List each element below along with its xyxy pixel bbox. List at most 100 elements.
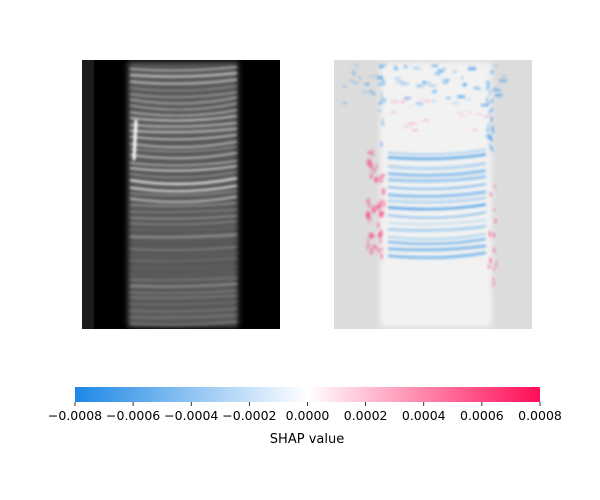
texture-highlight xyxy=(132,119,138,161)
shap-mark-positive xyxy=(466,111,473,114)
shap-mark-positive xyxy=(377,248,381,254)
shap-mark-negative xyxy=(387,211,487,219)
shap-mark-negative xyxy=(404,65,408,68)
shap-mark-positive xyxy=(494,218,497,224)
shap-mark-negative xyxy=(452,102,460,104)
shap-mark-positive xyxy=(493,247,496,253)
texture-band xyxy=(129,195,238,204)
shap-mark-negative xyxy=(413,67,421,70)
shap-mark-negative xyxy=(431,64,439,67)
shap-mark-positive xyxy=(367,244,370,248)
shap-mark-positive xyxy=(373,246,379,251)
shap-mark-negative xyxy=(490,71,493,74)
shap-mark-positive xyxy=(381,188,386,195)
shap-mark-negative xyxy=(491,124,494,130)
shap-mark-negative xyxy=(351,69,355,72)
shap-mark-negative xyxy=(372,93,375,96)
shap-mark-positive xyxy=(418,98,423,101)
shap-mark-negative xyxy=(488,143,491,147)
shap-mark-negative xyxy=(400,82,409,86)
shap-mark-negative xyxy=(394,77,400,80)
shap-mark-negative xyxy=(486,86,488,91)
shap-mark-negative xyxy=(387,251,487,260)
shap-mark-positive xyxy=(369,233,374,239)
shap-mark-positive xyxy=(408,122,417,125)
shap-mark-positive xyxy=(380,199,383,202)
shap-mark-positive xyxy=(380,253,383,259)
shap-mark-positive xyxy=(402,98,408,101)
shap-mark-positive xyxy=(483,115,492,118)
shap-mark-negative xyxy=(494,94,503,97)
shap-mark-positive xyxy=(379,248,384,251)
shap-mark-positive xyxy=(488,264,491,269)
shap-mark-negative xyxy=(387,190,487,199)
shap-mark-negative xyxy=(486,128,489,132)
colorbar-tick-label: 0.0000 xyxy=(286,408,330,423)
shap-mark-negative xyxy=(473,86,479,89)
shap-mark-negative xyxy=(432,90,437,93)
shap-mark-positive xyxy=(493,184,496,189)
shap-mark-negative xyxy=(491,148,494,152)
shap-mark-negative xyxy=(464,98,471,100)
shap-mark-negative xyxy=(387,225,487,232)
shap-mark-positive xyxy=(368,204,370,208)
shap-mark-negative xyxy=(369,90,373,93)
shap-mark-positive xyxy=(366,245,368,251)
shap-mark-negative xyxy=(437,69,444,73)
shap-mark-negative xyxy=(487,123,490,129)
shap-mark-negative xyxy=(432,100,435,102)
colorbar-tick-label: −0.0002 xyxy=(222,408,276,423)
shap-mark-negative xyxy=(369,75,378,77)
shap-mark-negative xyxy=(493,64,498,68)
shap-mark-negative xyxy=(380,91,383,97)
shap-mark-negative xyxy=(383,98,386,103)
shap-mark-negative xyxy=(491,130,494,134)
shap-mark-positive xyxy=(488,231,491,237)
shap-mark-positive xyxy=(424,100,431,102)
texture-band xyxy=(129,165,238,172)
texture-band xyxy=(129,109,238,117)
shap-mark-positive xyxy=(378,237,383,244)
shap-mark-negative xyxy=(490,116,493,122)
shap-mark-negative xyxy=(434,72,441,76)
shap-mark-positive xyxy=(372,244,377,248)
colorbar-tick-label: 0.0008 xyxy=(518,408,562,423)
colorbar-tick-label: 0.0004 xyxy=(402,408,446,423)
shap-mark-negative xyxy=(387,183,487,190)
shap-mark-negative xyxy=(387,161,487,170)
texture-band xyxy=(129,307,238,313)
input-image-panel xyxy=(82,60,280,329)
shap-mark-negative xyxy=(416,84,424,88)
shap-mark-positive xyxy=(373,167,376,173)
shap-mark-positive xyxy=(492,281,495,286)
shap-mark-negative xyxy=(428,85,437,87)
shap-mark-positive xyxy=(366,212,371,219)
texture-band xyxy=(129,71,238,78)
shap-mark-positive xyxy=(408,124,413,126)
texture-band xyxy=(129,289,238,295)
texture-band xyxy=(129,208,238,214)
texture-band xyxy=(129,133,238,141)
shap-mark-positive xyxy=(371,150,374,157)
shap-mark-positive xyxy=(403,126,408,128)
shap-mark-positive xyxy=(390,111,396,114)
texture-band xyxy=(129,265,238,269)
texture-band xyxy=(129,176,238,186)
colorbar-tick-label: −0.0004 xyxy=(164,408,218,423)
shap-mark-negative xyxy=(387,175,487,183)
shap-mark-positive xyxy=(381,173,386,177)
colorbar-tick-label: 0.0006 xyxy=(460,408,504,423)
shap-mark-negative xyxy=(352,72,356,75)
shap-mark-positive xyxy=(377,202,383,209)
shap-mark-negative xyxy=(488,134,491,140)
shap-mark-negative xyxy=(380,97,383,100)
shap-mark-positive xyxy=(377,222,380,229)
shap-mark-negative xyxy=(490,148,493,151)
texture-band xyxy=(129,252,238,257)
shap-mark-negative xyxy=(494,88,502,92)
shap-mark-negative xyxy=(461,76,464,79)
input-image-left-strip xyxy=(82,60,94,329)
texture-band xyxy=(129,78,238,85)
shap-mark-negative xyxy=(378,64,387,67)
shap-mark-positive xyxy=(367,217,372,223)
